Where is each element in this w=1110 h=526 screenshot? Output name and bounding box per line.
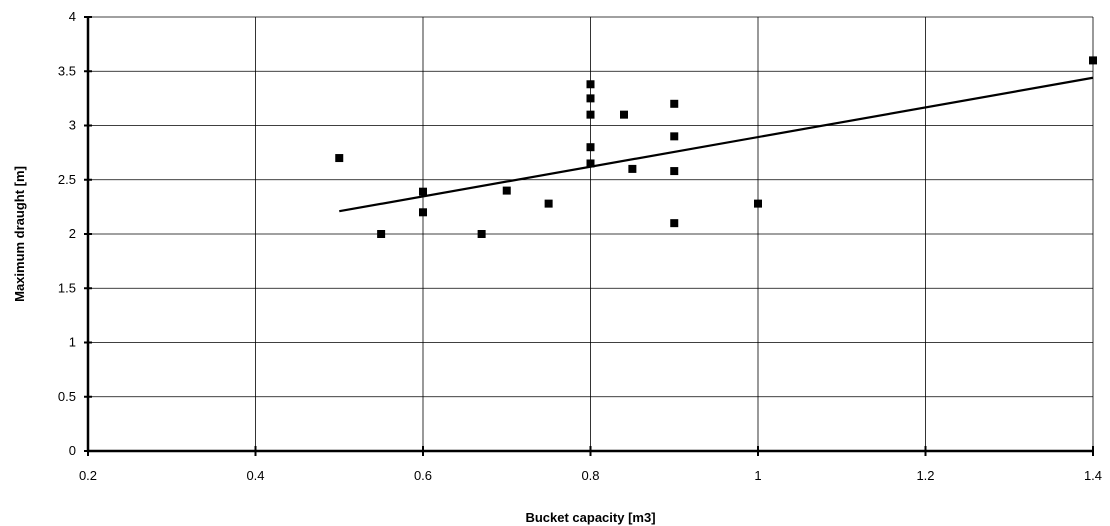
x-axis-title: Bucket capacity [m3] bbox=[525, 510, 655, 525]
x-tick-label: 0.6 bbox=[414, 468, 432, 483]
trendline bbox=[339, 76, 1094, 213]
y-tick-label: 3.5 bbox=[58, 63, 76, 78]
data-point bbox=[586, 94, 595, 103]
y-tick-label: 0.5 bbox=[58, 389, 76, 404]
y-tick-label: 4 bbox=[69, 9, 76, 24]
data-point bbox=[620, 110, 628, 119]
y-tick-label: 2.5 bbox=[58, 172, 76, 187]
data-points bbox=[335, 56, 1097, 238]
y-tick-label: 3 bbox=[69, 118, 76, 133]
y-tick-label: 2 bbox=[69, 226, 76, 241]
trendline-group bbox=[339, 76, 1094, 213]
x-tick-label: 0.2 bbox=[79, 468, 97, 483]
data-point bbox=[586, 159, 595, 168]
data-point bbox=[586, 80, 595, 89]
data-point bbox=[628, 164, 637, 173]
data-point bbox=[670, 99, 679, 108]
x-tick-label: 1.2 bbox=[916, 468, 934, 483]
grid-lines bbox=[88, 16, 1094, 451]
data-point bbox=[754, 199, 762, 208]
x-tick-label: 1.4 bbox=[1084, 468, 1102, 483]
data-point bbox=[419, 208, 427, 217]
x-tick-label: 0.8 bbox=[581, 468, 599, 483]
data-point bbox=[586, 110, 595, 119]
data-point bbox=[477, 230, 486, 238]
tick-labels: 0 0.5 1 1.5 2 2.5 3 3.5 4 0.2 0.4 0.6 0.8 1 1.2 1.4 bbox=[58, 9, 1102, 483]
data-point bbox=[419, 187, 427, 196]
data-point bbox=[670, 219, 679, 228]
y-tick-label: 1.5 bbox=[58, 280, 76, 295]
axes bbox=[84, 16, 1094, 456]
data-point bbox=[670, 167, 679, 176]
x-tick-label: 0.4 bbox=[246, 468, 264, 483]
x-tick-label: 1 bbox=[754, 468, 761, 483]
data-point bbox=[586, 143, 595, 152]
y-axis-title: Maximum draught [m] bbox=[12, 166, 27, 302]
y-tick-label: 1 bbox=[69, 335, 76, 350]
data-point bbox=[1089, 56, 1097, 65]
data-point bbox=[544, 199, 553, 208]
data-point bbox=[335, 154, 344, 163]
y-tick-label: 0 bbox=[69, 443, 76, 458]
data-point bbox=[670, 132, 679, 141]
data-point bbox=[502, 186, 511, 195]
data-point bbox=[377, 230, 386, 238]
